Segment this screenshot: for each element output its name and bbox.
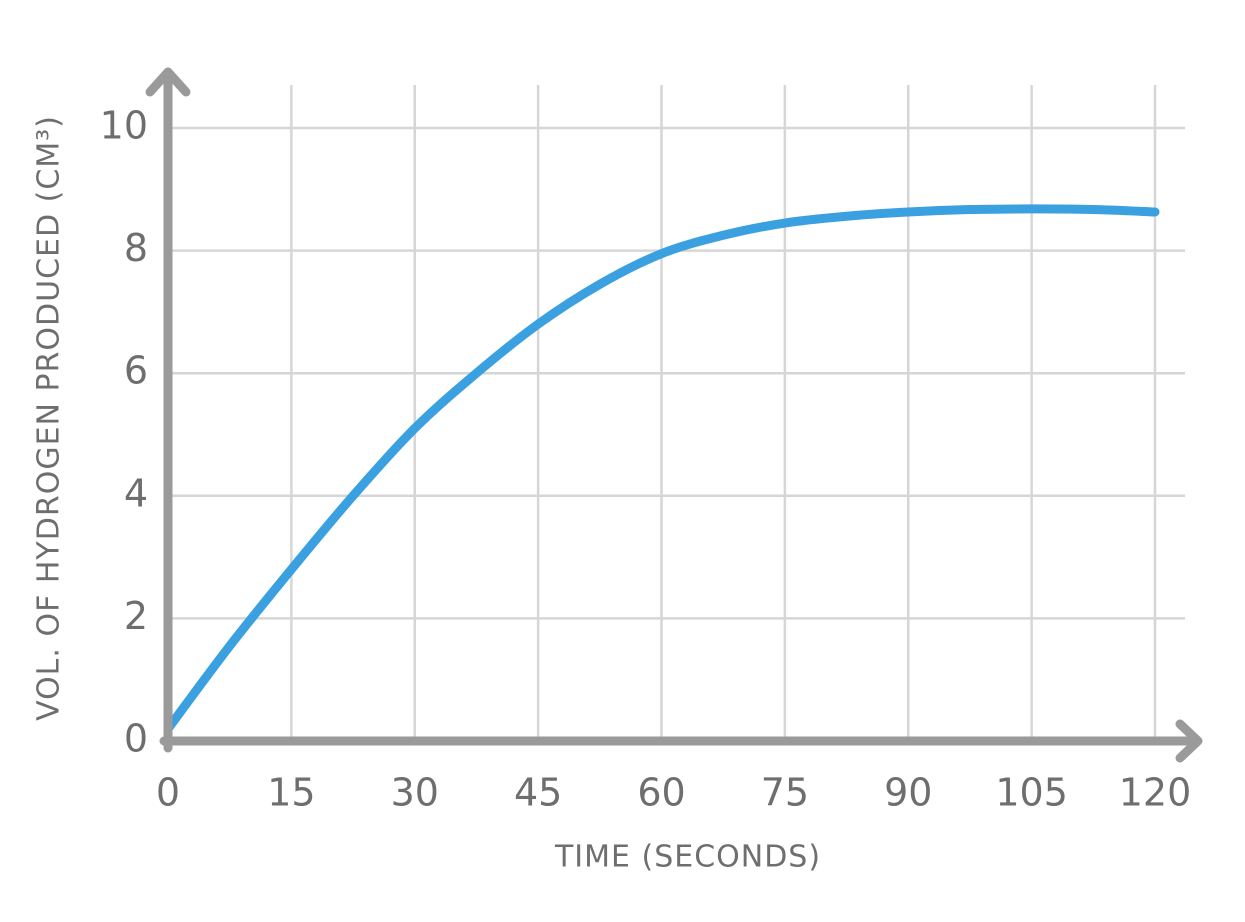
- x-tick-label: 45: [514, 771, 562, 815]
- y-tick-label: 4: [124, 471, 148, 515]
- x-tick-label: 30: [391, 771, 439, 815]
- data-line: [163, 204, 1160, 734]
- y-axis-label: VOL. OF HYDROGEN PRODUCED (CM³): [32, 115, 67, 721]
- y-tick-label: 6: [124, 349, 148, 393]
- x-tick-label: 0: [156, 771, 180, 815]
- y-axis-arrow: [145, 67, 191, 97]
- x-tick-label: 60: [637, 771, 685, 815]
- x-tick-label: 15: [267, 771, 315, 815]
- x-axis-arrow: [1175, 719, 1203, 763]
- x-tick-label: 105: [995, 771, 1068, 815]
- x-tick-label: 75: [761, 771, 809, 815]
- y-tick-label: 10: [100, 104, 148, 148]
- grid: [166, 85, 1185, 743]
- x-tick-label: 120: [1119, 771, 1192, 815]
- x-axis-label: TIME (SECONDS): [554, 840, 821, 875]
- y-tick-label: 2: [124, 594, 148, 638]
- x-tick-label: 90: [884, 771, 932, 815]
- y-tick-label: 8: [124, 226, 148, 270]
- plot: [163, 204, 1160, 734]
- y-tick-label: 0: [124, 717, 148, 761]
